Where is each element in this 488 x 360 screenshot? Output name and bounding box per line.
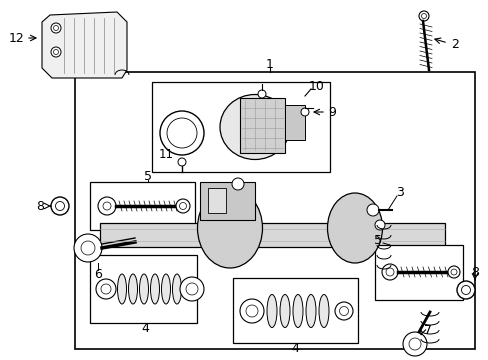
Circle shape xyxy=(418,11,428,21)
Circle shape xyxy=(160,111,203,155)
Bar xyxy=(152,82,329,172)
Circle shape xyxy=(240,299,264,323)
Text: 11: 11 xyxy=(158,148,173,162)
Circle shape xyxy=(258,90,265,98)
Circle shape xyxy=(450,269,456,275)
Circle shape xyxy=(178,158,185,166)
Circle shape xyxy=(53,49,59,54)
Circle shape xyxy=(53,26,59,31)
Ellipse shape xyxy=(197,188,262,268)
Circle shape xyxy=(180,277,203,301)
Circle shape xyxy=(185,283,198,295)
Circle shape xyxy=(103,202,111,210)
Ellipse shape xyxy=(172,274,181,304)
Circle shape xyxy=(461,285,469,294)
Bar xyxy=(200,182,254,220)
Ellipse shape xyxy=(266,294,276,328)
Ellipse shape xyxy=(318,294,328,328)
Bar xyxy=(232,278,357,343)
Circle shape xyxy=(334,302,352,320)
Circle shape xyxy=(231,178,244,190)
Text: 2: 2 xyxy=(450,39,458,51)
Text: 4: 4 xyxy=(290,342,298,355)
Circle shape xyxy=(96,279,116,299)
Circle shape xyxy=(447,266,459,278)
Ellipse shape xyxy=(139,274,148,304)
Text: 6: 6 xyxy=(94,269,102,282)
Circle shape xyxy=(301,108,308,116)
Circle shape xyxy=(385,268,393,276)
Circle shape xyxy=(81,241,95,255)
Polygon shape xyxy=(42,12,127,78)
Ellipse shape xyxy=(220,94,289,159)
Bar xyxy=(285,105,305,140)
Text: 12: 12 xyxy=(9,31,25,45)
Bar xyxy=(374,245,462,300)
Text: 8: 8 xyxy=(470,266,478,279)
Circle shape xyxy=(98,197,116,215)
Circle shape xyxy=(179,202,186,210)
Text: 1: 1 xyxy=(265,58,273,72)
Bar xyxy=(90,255,197,323)
Ellipse shape xyxy=(292,294,303,328)
Circle shape xyxy=(421,13,426,18)
Circle shape xyxy=(402,332,426,356)
Text: 7: 7 xyxy=(423,324,431,337)
Bar xyxy=(90,182,195,230)
Ellipse shape xyxy=(117,274,126,304)
Circle shape xyxy=(408,338,420,350)
Bar xyxy=(75,72,474,349)
Text: 4: 4 xyxy=(141,321,149,334)
Bar xyxy=(240,98,285,153)
Ellipse shape xyxy=(161,274,170,304)
Text: 9: 9 xyxy=(327,105,335,118)
Circle shape xyxy=(456,281,474,299)
Ellipse shape xyxy=(128,274,137,304)
Circle shape xyxy=(74,234,102,262)
Circle shape xyxy=(55,202,64,211)
Circle shape xyxy=(381,264,397,280)
Ellipse shape xyxy=(150,274,159,304)
Ellipse shape xyxy=(305,294,315,328)
Bar xyxy=(100,223,444,247)
Circle shape xyxy=(101,284,111,294)
Circle shape xyxy=(374,220,384,230)
Circle shape xyxy=(339,306,348,315)
Circle shape xyxy=(51,47,61,57)
Circle shape xyxy=(51,197,69,215)
Ellipse shape xyxy=(280,294,289,328)
Circle shape xyxy=(51,23,61,33)
Ellipse shape xyxy=(327,193,382,263)
Circle shape xyxy=(245,305,258,317)
Circle shape xyxy=(167,118,197,148)
Text: 5: 5 xyxy=(143,170,152,183)
Text: 3: 3 xyxy=(395,185,403,198)
Circle shape xyxy=(366,204,378,216)
Text: 5: 5 xyxy=(373,234,381,247)
Text: 8: 8 xyxy=(36,199,44,212)
Circle shape xyxy=(176,199,190,213)
Bar xyxy=(207,188,225,213)
Text: 10: 10 xyxy=(308,80,324,93)
